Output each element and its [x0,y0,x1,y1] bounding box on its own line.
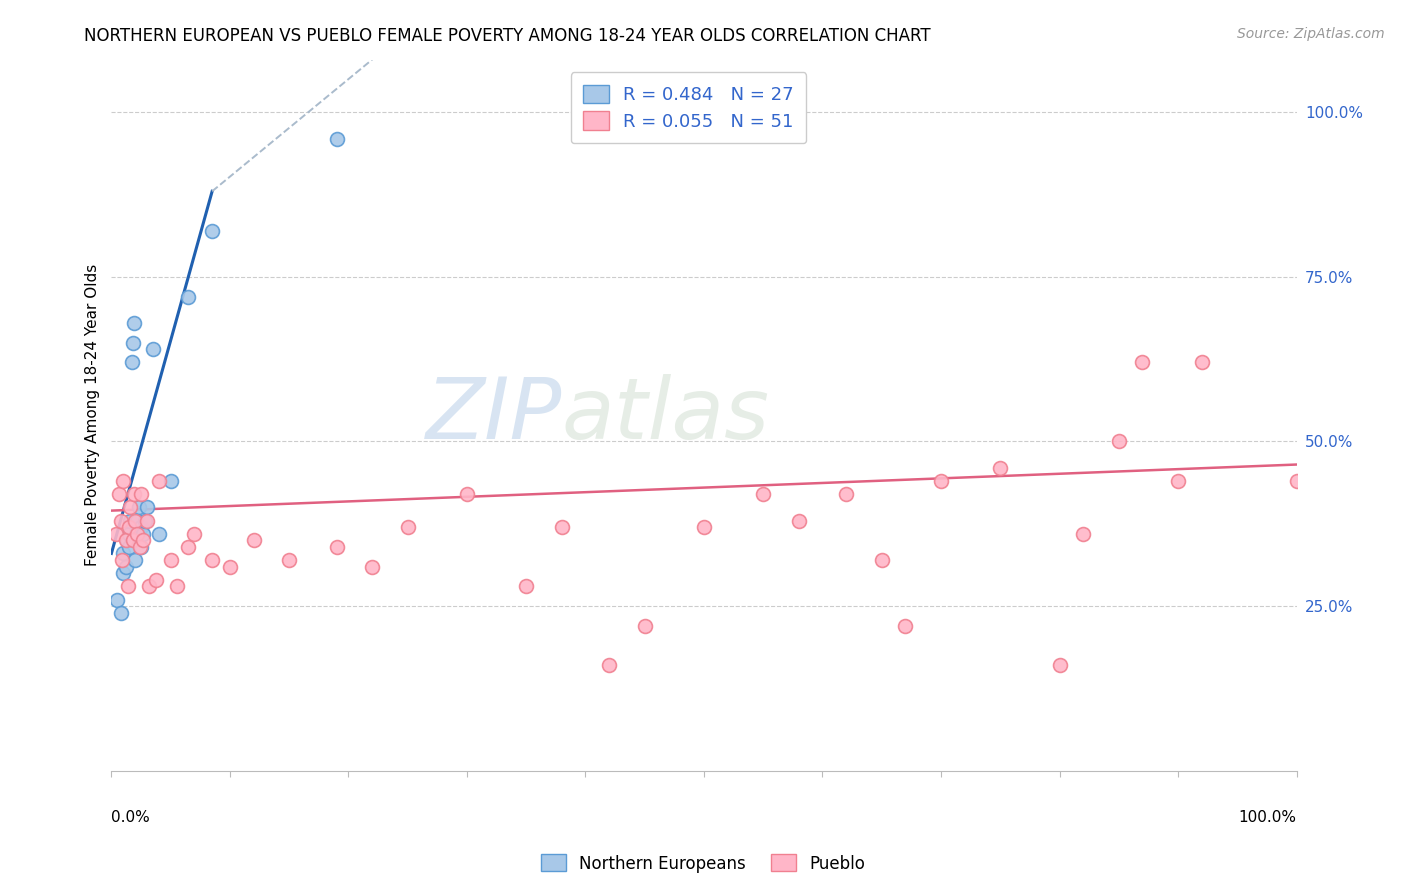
Legend: R = 0.484   N = 27, R = 0.055   N = 51: R = 0.484 N = 27, R = 0.055 N = 51 [571,72,807,144]
Point [142,343,165,357]
Point [598,658,620,673]
Point [124,514,146,528]
Point [121,533,143,548]
Point [110,606,132,620]
Point [835,487,858,501]
Point [129,520,152,534]
Point [456,487,478,501]
Point [396,520,419,534]
Point [121,335,143,350]
Point [1108,434,1130,449]
Point [515,579,537,593]
Point [112,474,135,488]
Point [120,500,142,515]
Point [145,573,167,587]
Point [870,553,893,567]
Point [129,540,152,554]
Point [110,514,132,528]
Point [136,514,159,528]
Point [325,540,347,554]
Point [132,533,155,548]
Text: 100.0%: 100.0% [1239,810,1296,825]
Point [121,355,143,369]
Point [118,526,141,541]
Point [183,526,205,541]
Point [787,514,810,528]
Point [1167,474,1189,488]
Point [1071,526,1094,541]
Point [111,553,134,567]
Point [122,316,145,330]
Point [177,540,200,554]
Point [988,460,1011,475]
Point [159,553,181,567]
Point [219,559,242,574]
Point [114,533,136,548]
Point [118,540,141,554]
Y-axis label: Female Poverty Among 18-24 Year Olds: Female Poverty Among 18-24 Year Olds [86,264,100,566]
Point [128,540,150,554]
Point [242,533,264,548]
Point [325,131,347,145]
Point [112,546,135,560]
Text: atlas: atlas [562,374,769,457]
Point [114,559,136,574]
Point [361,559,384,574]
Point [105,526,128,541]
Point [929,474,952,488]
Point [551,520,574,534]
Point [693,520,716,534]
Point [127,526,149,541]
Point [148,474,170,488]
Point [118,520,141,534]
Point [201,224,224,238]
Point [125,526,148,541]
Point [112,566,135,581]
Point [1191,355,1213,369]
Point [166,579,188,593]
Point [1132,355,1154,369]
Text: 0.0%: 0.0% [111,810,150,825]
Legend: Northern Europeans, Pueblo: Northern Europeans, Pueblo [534,847,872,880]
Point [136,500,159,515]
Point [634,619,657,633]
Point [177,290,200,304]
Point [117,579,139,593]
Point [132,526,155,541]
Point [148,526,170,541]
Text: NORTHERN EUROPEAN VS PUEBLO FEMALE POVERTY AMONG 18-24 YEAR OLDS CORRELATION CHA: NORTHERN EUROPEAN VS PUEBLO FEMALE POVER… [84,27,931,45]
Point [159,474,181,488]
Point [115,533,138,548]
Point [105,592,128,607]
Point [752,487,775,501]
Text: ZIP: ZIP [426,374,562,457]
Point [278,553,301,567]
Point [128,500,150,515]
Text: Source: ZipAtlas.com: Source: ZipAtlas.com [1237,27,1385,41]
Point [129,487,152,501]
Point [122,487,145,501]
Point [201,553,224,567]
Point [138,579,160,593]
Point [894,619,917,633]
Point [134,514,156,528]
Point [127,514,149,528]
Point [1285,474,1308,488]
Point [124,553,146,567]
Point [120,514,142,528]
Point [1049,658,1071,673]
Point [107,487,129,501]
